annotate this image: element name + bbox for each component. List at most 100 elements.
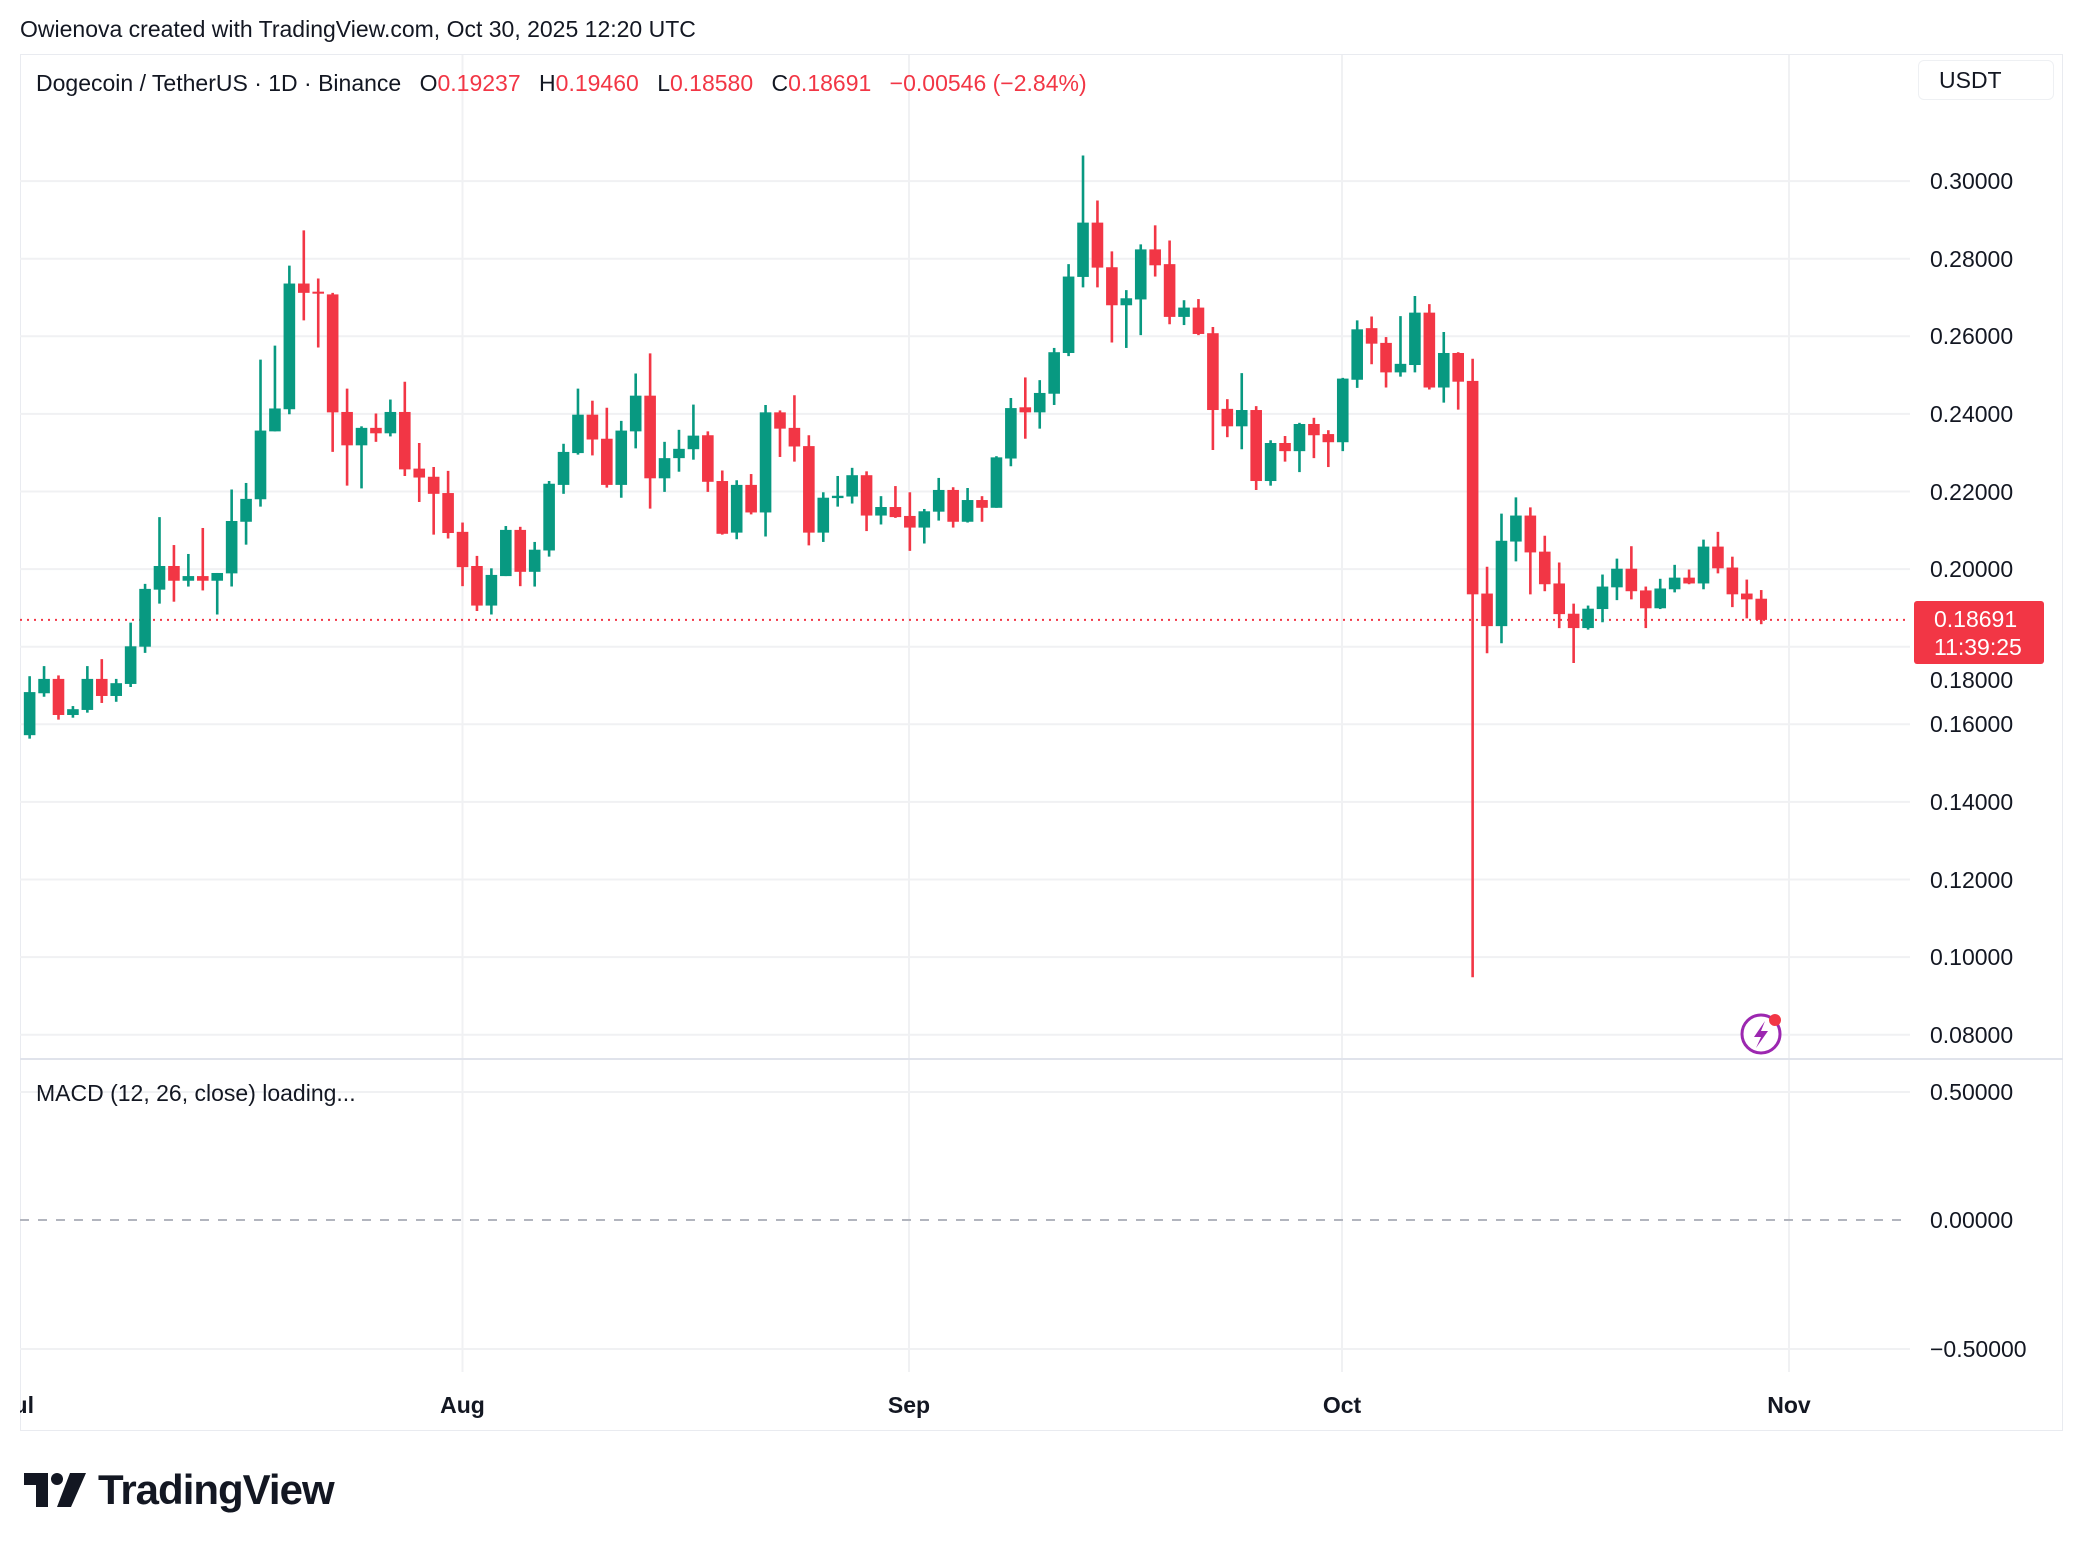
candle-body [1134, 249, 1147, 300]
price-tick-label: 0.26000 [1930, 323, 2014, 350]
candle [1394, 316, 1407, 377]
macd-indicator-title[interactable]: MACD (12, 26, close) loading... [36, 1080, 356, 1106]
candle-body [875, 507, 887, 516]
price-tick-label: 0.30000 [1930, 168, 2014, 195]
candle-body [1654, 588, 1667, 609]
candle-body [1293, 423, 1306, 452]
candle [514, 526, 527, 587]
candle [1654, 578, 1667, 610]
candle [427, 467, 440, 535]
candle [716, 470, 729, 535]
candle-body [759, 412, 772, 513]
candle [1033, 380, 1046, 429]
candle-body [370, 427, 382, 434]
candle-body [961, 500, 974, 522]
candle-body [976, 500, 988, 508]
macd-tick: −0.50000 [1930, 1336, 2027, 1362]
symbol-legend: Dogecoin / TetherUS · 1D · Binance O0.19… [36, 70, 1087, 97]
candle [1582, 605, 1594, 630]
candle [1221, 399, 1234, 438]
candle [1668, 564, 1681, 593]
candle-body [139, 588, 151, 647]
chart-frame [20, 54, 2063, 1431]
candle-body [1538, 551, 1551, 585]
candle-body [1077, 222, 1089, 277]
candle-body [904, 515, 916, 528]
candle-body [1611, 568, 1623, 588]
candle [298, 230, 310, 321]
candle [875, 496, 887, 525]
candle-body [702, 435, 714, 482]
candle [1106, 251, 1118, 343]
candle [615, 420, 628, 498]
candle [1365, 316, 1378, 365]
candle [341, 388, 353, 486]
candle [1048, 347, 1060, 405]
candle [1437, 332, 1450, 403]
tradingview-logo: TradingView [24, 1466, 335, 1514]
candle-body [225, 520, 238, 574]
candle-body [803, 446, 815, 533]
candle [1091, 200, 1104, 288]
candle [846, 467, 858, 504]
candle-body [1019, 407, 1032, 413]
candle-body [95, 678, 108, 696]
price-tick-label: 0.24000 [1930, 400, 2014, 427]
candle [730, 480, 743, 540]
time-tick-label: Nov [1767, 1392, 1811, 1418]
candle [1207, 326, 1219, 450]
candle-body [384, 411, 397, 434]
lightning-alert-icon[interactable] [1740, 1013, 1782, 1055]
candle-body [1510, 515, 1522, 542]
candle [124, 622, 137, 688]
candle [889, 486, 902, 518]
candle-body [788, 427, 801, 447]
candle [586, 400, 599, 456]
candle [442, 470, 454, 539]
candle [803, 435, 815, 546]
candle [52, 675, 65, 720]
currency-button[interactable]: USDT [1918, 60, 2054, 100]
price-tick-label: 0.14000 [1930, 788, 2014, 815]
candle-body [1264, 443, 1277, 482]
candle [399, 381, 411, 476]
candle [1481, 566, 1493, 654]
candle [788, 395, 801, 462]
candle-body [658, 458, 671, 479]
candle-body [947, 489, 959, 522]
candle-body [687, 435, 700, 450]
candle [1192, 299, 1205, 336]
candle-body [1495, 540, 1508, 627]
candle [1322, 430, 1335, 468]
candle-body [38, 678, 50, 694]
candle-body [485, 574, 498, 606]
price-tick-label: 0.10000 [1930, 944, 2014, 971]
candle [1611, 558, 1623, 601]
candle-body [1308, 423, 1320, 436]
candle-body [1481, 593, 1493, 627]
candle [110, 678, 123, 702]
candle-body [182, 576, 195, 581]
candle-body [572, 414, 584, 454]
symbol-name[interactable]: Dogecoin / TetherUS · 1D · Binance [36, 70, 402, 96]
candle [1596, 574, 1609, 623]
candle-body [990, 457, 1003, 508]
candle [1625, 546, 1638, 600]
high-label: H [539, 70, 556, 96]
candle [1120, 290, 1133, 348]
candle [153, 517, 166, 604]
last-price-value: 0.18691 [1934, 606, 2018, 632]
candle [1336, 377, 1349, 452]
candle-body [1380, 342, 1392, 373]
candle-body [1755, 598, 1768, 620]
candle-body [716, 481, 729, 534]
candle-body [211, 572, 224, 581]
price-tick-label: 0.20000 [1930, 556, 2014, 583]
candle [1351, 320, 1363, 388]
candle-body [1062, 276, 1075, 353]
candle [1163, 240, 1176, 325]
candle [95, 659, 108, 703]
last-price-label: 0.18691 11:39:25 [1914, 601, 2044, 664]
candle [283, 265, 296, 415]
